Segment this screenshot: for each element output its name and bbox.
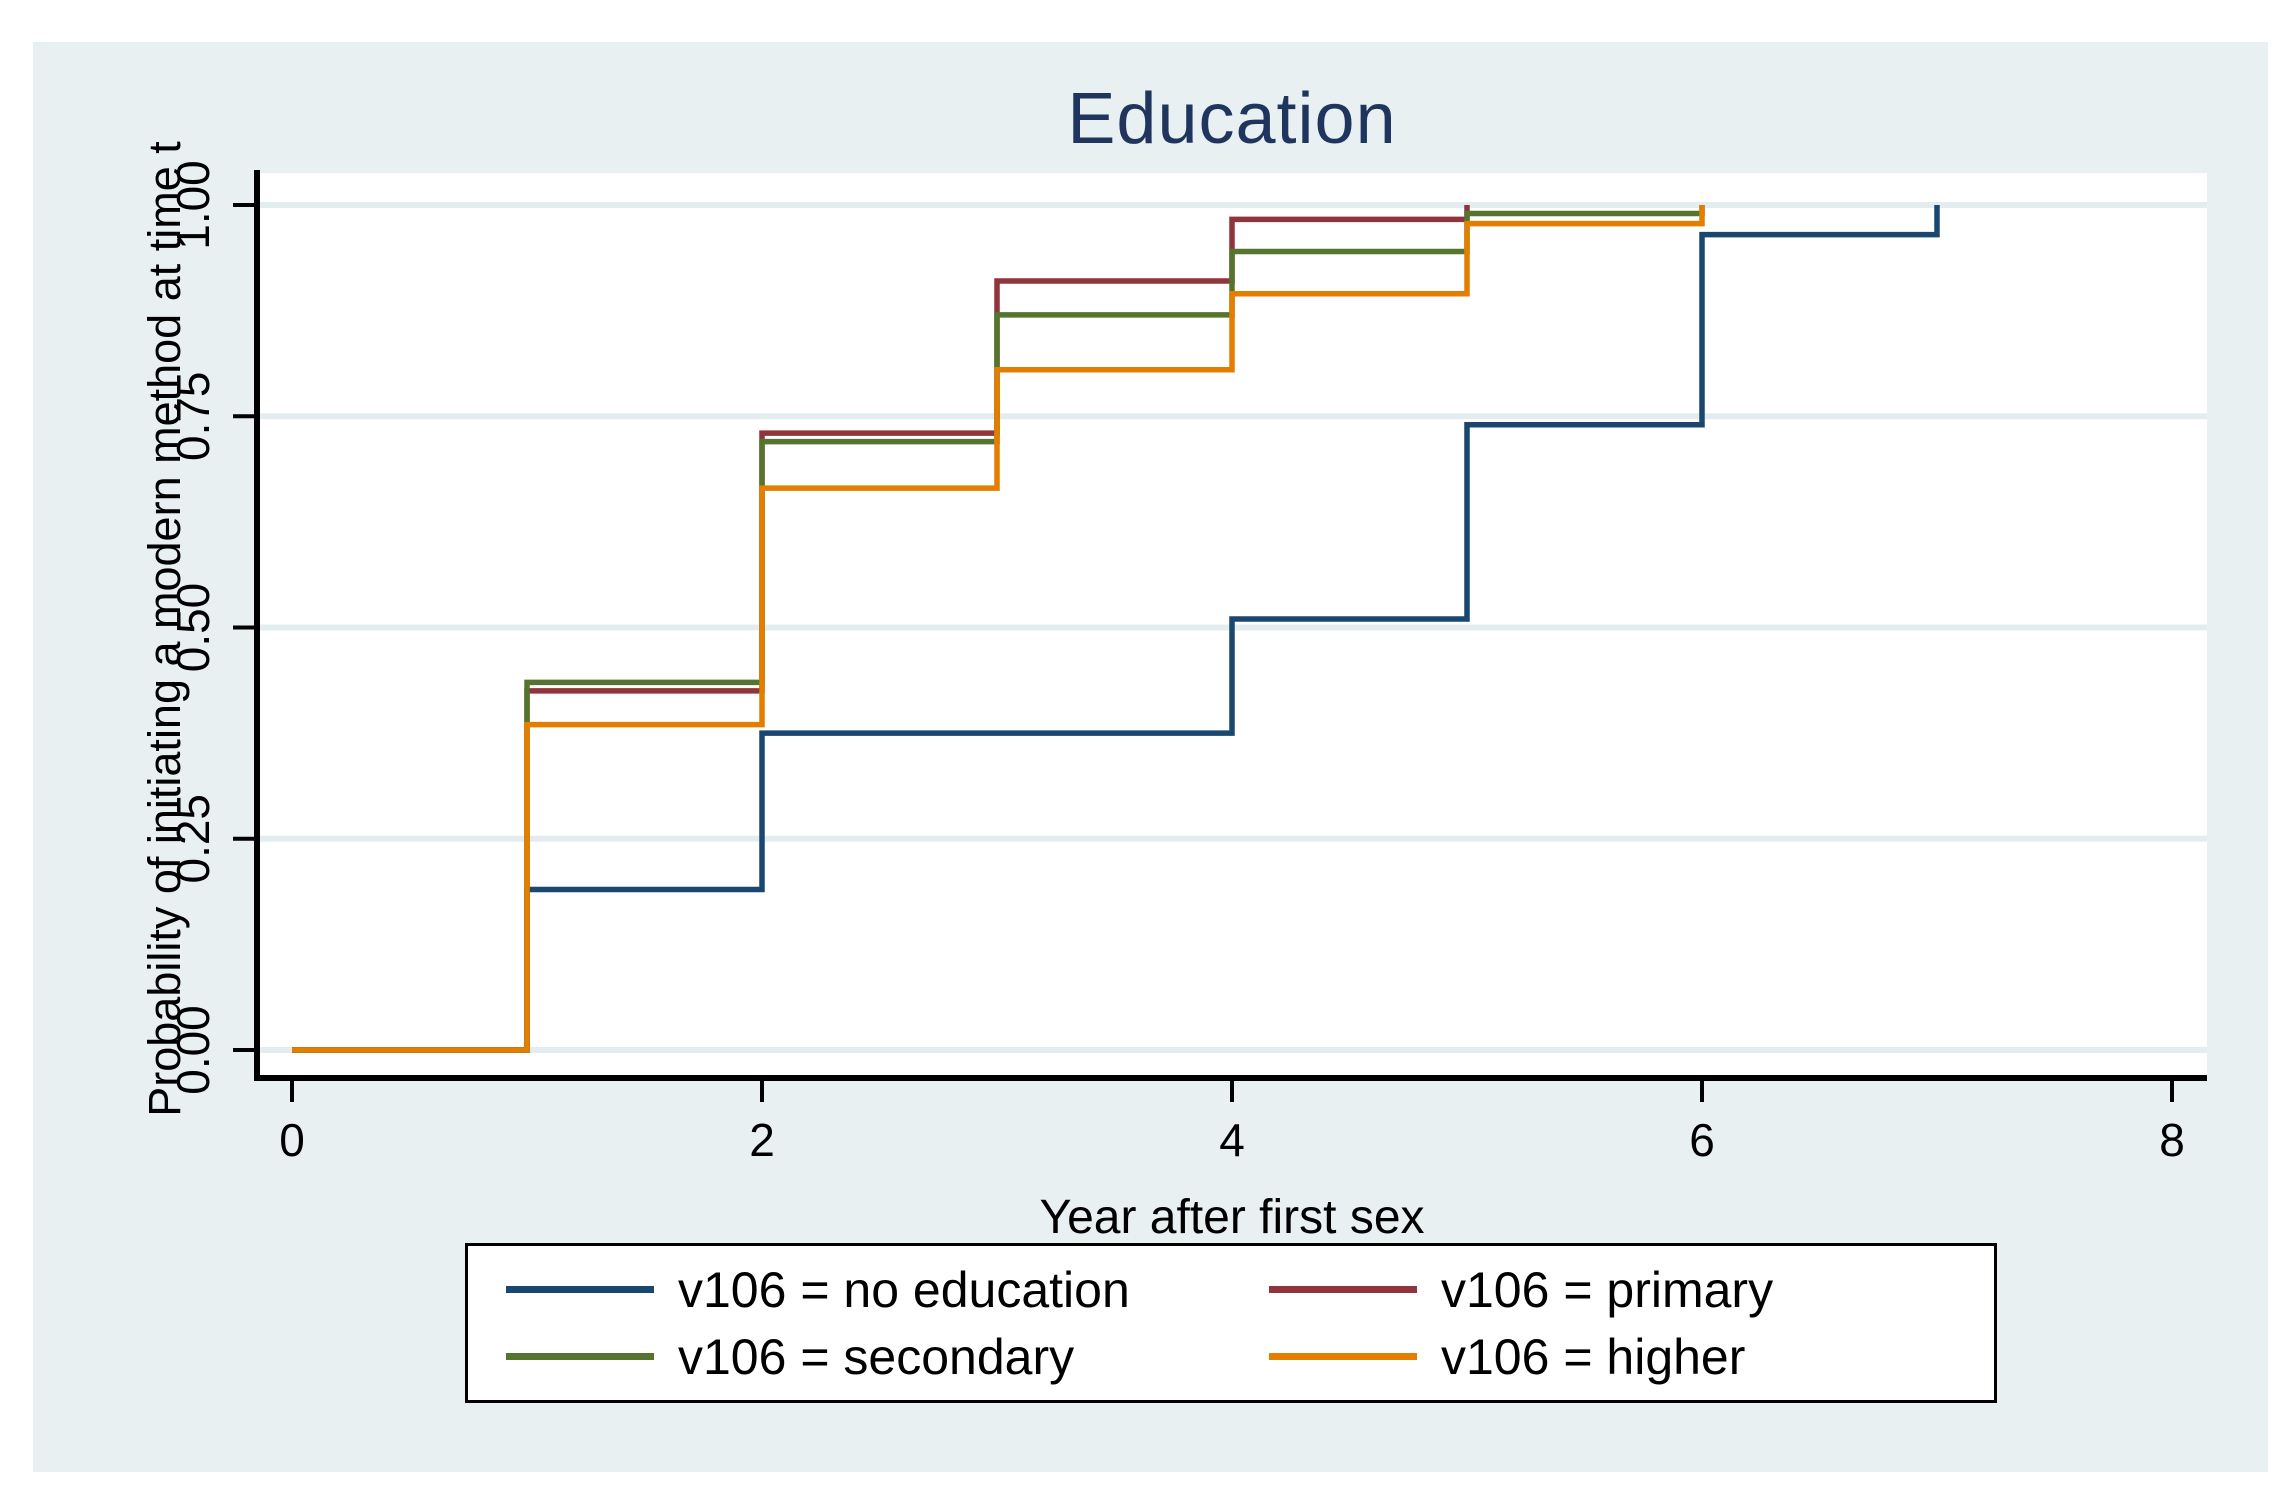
x-tick-label: 2 <box>749 1114 775 1166</box>
x-tick-label: 0 <box>279 1114 305 1166</box>
legend-item-higher: v106 = higher <box>1231 1328 1994 1386</box>
legend-label-no-education: v106 = no education <box>678 1261 1130 1318</box>
graph-background: 0.00 0.25 0.50 0.75 1.00 0 2 4 6 8 Education Prob… <box>33 42 2268 1472</box>
series-v-secondary <box>292 205 1705 1053</box>
legend-swatch-secondary <box>506 1353 654 1360</box>
y-tick-label: 0.00 <box>167 1005 219 1095</box>
legend-label-higher: v106 = higher <box>1441 1328 1746 1385</box>
x-tick-label: 8 <box>2159 1114 2185 1166</box>
legend-item-primary: v106 = primary <box>1231 1261 1994 1319</box>
y-tick-label: 0.25 <box>167 794 219 884</box>
x-axis-title: Year after first sex <box>1039 1191 1425 1244</box>
x-tick-label: 6 <box>1689 1114 1715 1166</box>
y-tick-label: 1.00 <box>167 160 219 250</box>
y-axis-title: Probability of initiating a modern metho… <box>139 141 190 1117</box>
legend-swatch-higher <box>1269 1353 1417 1360</box>
legend-item-no-education: v106 = no education <box>468 1261 1231 1319</box>
legend-label-primary: v106 = primary <box>1441 1261 1774 1318</box>
y-tick-label: 0.50 <box>167 583 219 673</box>
legend-item-secondary: v106 = secondary <box>468 1328 1231 1386</box>
series-v-higher <box>292 205 1705 1053</box>
x-tick-label: 4 <box>1219 1114 1245 1166</box>
legend-swatch-primary <box>1269 1286 1417 1293</box>
legend-label-secondary: v106 = secondary <box>678 1328 1075 1385</box>
y-tick-label: 0.75 <box>167 371 219 461</box>
legend-swatch-no-education <box>506 1286 654 1293</box>
legend: v106 = no education v106 = primary v106 … <box>465 1243 1997 1403</box>
chart-title: Education <box>1067 79 1397 159</box>
